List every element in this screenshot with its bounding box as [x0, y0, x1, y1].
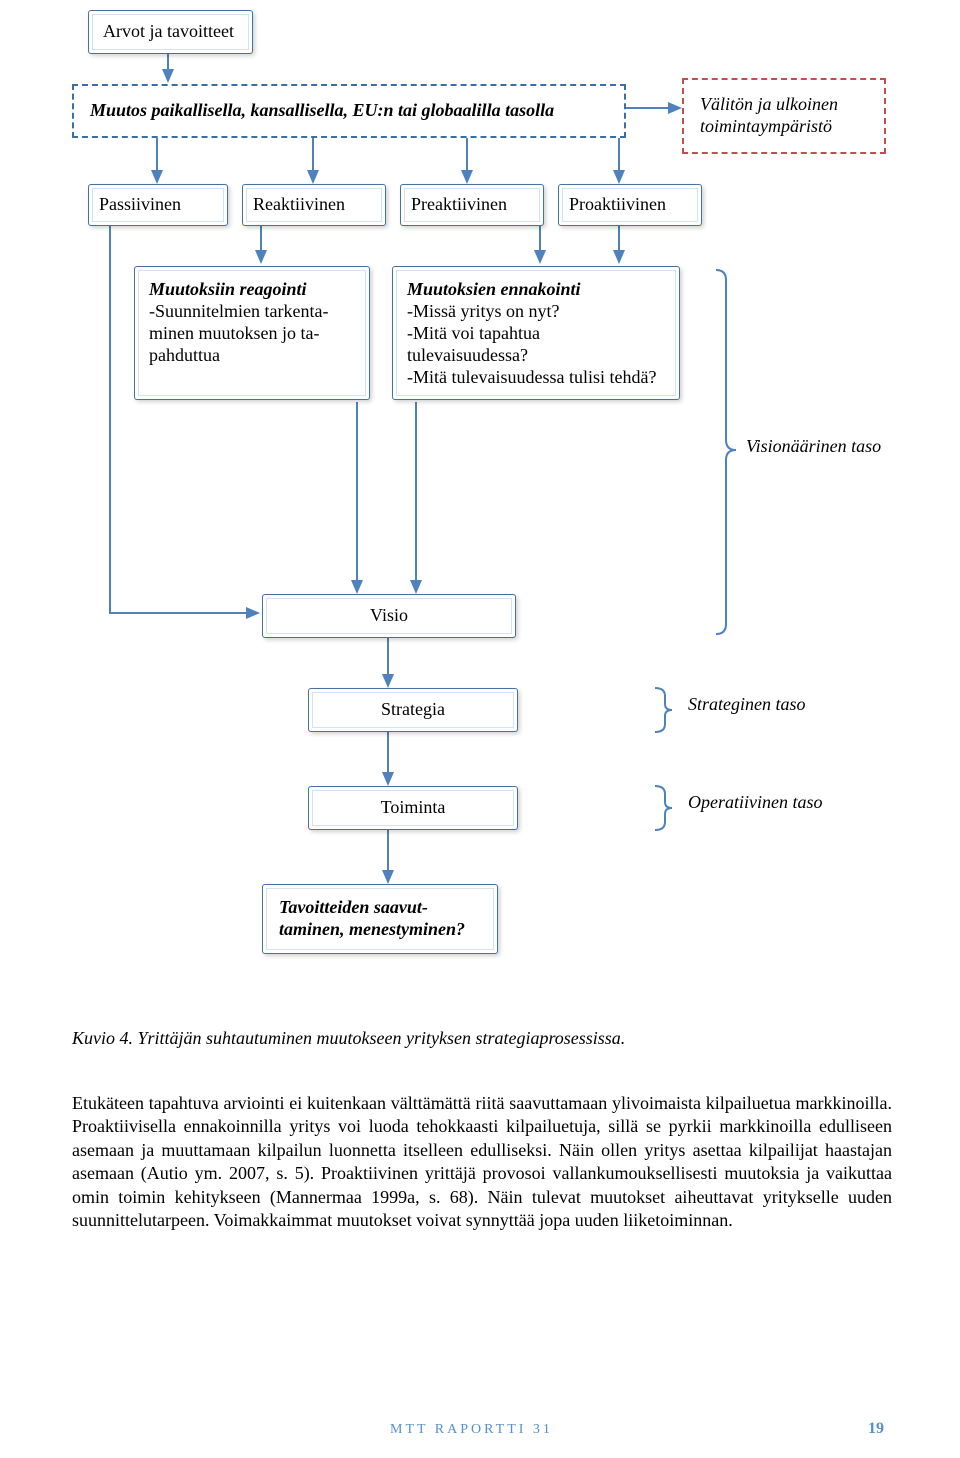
preaktiivinen-box: Preaktiivinen	[400, 184, 544, 226]
visio-box: Visio	[262, 594, 516, 638]
ennakointi-box: Muutoksien ennakointi -Missä yritys on n…	[392, 266, 680, 400]
muutos-bar-text: Muutos paikallisella, kansallisella, EU:…	[90, 100, 554, 120]
footer-center: MTT RAPORTTI 31	[390, 1422, 553, 1438]
level-operatiivinen: Operatiivinen taso	[688, 792, 848, 814]
reagointi-box: Muutoksiin reagointi -Suunnitelmien tark…	[134, 266, 370, 400]
proaktiivinen-box: Proaktiivinen	[558, 184, 702, 226]
passiivinen-box: Passiivinen	[88, 184, 228, 226]
arvot-box: Arvot ja tavoitteet	[88, 10, 253, 54]
ennakointi-title: Muutoksien ennakointi	[407, 279, 581, 299]
muutos-bar: Muutos paikallisella, kansallisella, EU:…	[72, 84, 626, 138]
toiminta-box: Toiminta	[308, 786, 518, 830]
level-strateginen: Strateginen taso	[688, 694, 828, 716]
valiton-box: Välitön ja ulkoinen toimintaympäristö	[682, 78, 886, 154]
strategia-box: Strategia	[308, 688, 518, 732]
level-visionaarinen: Visionäärinen taso	[746, 436, 886, 458]
body-paragraph: Etukäteen tapahtuva arviointi ei kuitenk…	[72, 1092, 892, 1232]
tavoitteet-box: Tavoitteiden saavut­taminen, menesty­min…	[262, 884, 498, 954]
reaktiivinen-box: Reaktiivinen	[242, 184, 386, 226]
valiton-text: Välitön ja ulkoinen toimintaympäristö	[700, 94, 838, 136]
ennakointi-body: -Missä yritys on nyt? -Mitä voi tapahtua…	[407, 301, 656, 387]
caption-text: Yrittäjän suhtautuminen muutokseen yrity…	[138, 1028, 626, 1048]
reagointi-body: -Suunnitelmien tarkenta­minen muutoksen …	[149, 301, 328, 365]
tavoitteet-text: Tavoitteiden saavut­taminen, menesty­min…	[279, 897, 465, 939]
footer-page: 19	[868, 1420, 884, 1438]
caption-prefix: Kuvio 4.	[72, 1028, 138, 1048]
reagointi-title: Muutoksiin reagointi	[149, 279, 307, 299]
figure-caption: Kuvio 4. Yrittäjän suhtautuminen muutoks…	[72, 1028, 892, 1050]
